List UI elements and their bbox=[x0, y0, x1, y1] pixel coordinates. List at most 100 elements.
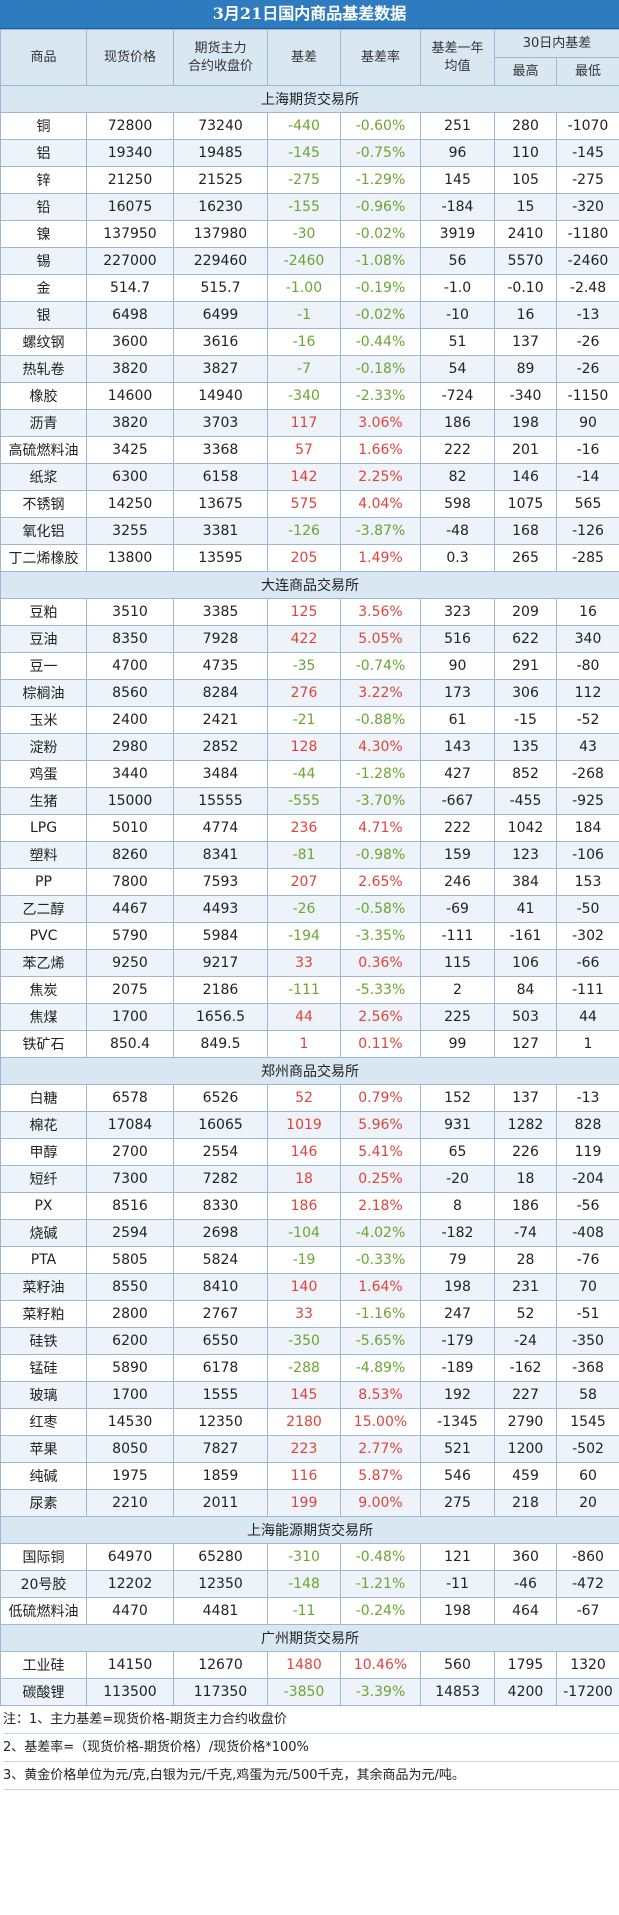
basis-rate: 4.71% bbox=[340, 814, 421, 842]
high-30d: -15 bbox=[494, 706, 557, 734]
table-row: 玻璃 1700 1555 145 8.53% 192 227 58 bbox=[0, 1381, 619, 1409]
section-title: 大连商品交易所 bbox=[0, 571, 619, 599]
high-30d: 265 bbox=[494, 544, 557, 572]
table-row: 苹果 8050 7827 223 2.77% 521 1200 -502 bbox=[0, 1435, 619, 1463]
year-avg: 427 bbox=[420, 760, 495, 788]
basis-rate: 8.53% bbox=[340, 1381, 421, 1409]
year-avg: 222 bbox=[420, 814, 495, 842]
basis: -44 bbox=[267, 760, 341, 788]
table-row: 20号胶 12202 12350 -148 -1.21% -11 -46 -472 bbox=[0, 1570, 619, 1598]
table-row: 螺纹钢 3600 3616 -16 -0.44% 51 137 -26 bbox=[0, 328, 619, 356]
commodity-name: 氧化铝 bbox=[0, 517, 87, 545]
basis: 223 bbox=[267, 1435, 341, 1463]
basis-rate: -0.19% bbox=[340, 274, 421, 302]
commodity-name: PX bbox=[0, 1192, 87, 1220]
table-row: 红枣 14530 12350 2180 15.00% -1345 2790 1545 bbox=[0, 1408, 619, 1436]
high-30d: 1075 bbox=[494, 490, 557, 518]
high-30d: 137 bbox=[494, 328, 557, 356]
year-avg: 61 bbox=[420, 706, 495, 734]
commodity-name: 硅铁 bbox=[0, 1327, 87, 1355]
basis: 44 bbox=[267, 1003, 341, 1031]
low-30d: 153 bbox=[555, 868, 619, 896]
year-avg: 8 bbox=[420, 1192, 495, 1220]
commodity-name: 苹果 bbox=[0, 1435, 87, 1463]
high-30d: 84 bbox=[494, 976, 557, 1004]
basis-rate: -0.58% bbox=[340, 895, 421, 923]
year-avg: 931 bbox=[420, 1111, 495, 1139]
basis: 140 bbox=[267, 1273, 341, 1301]
basis-rate: 2.56% bbox=[340, 1003, 421, 1031]
low-30d: -408 bbox=[555, 1219, 619, 1247]
spot-price: 13800 bbox=[86, 544, 174, 572]
spot-price: 3510 bbox=[86, 598, 174, 626]
high-30d: 291 bbox=[494, 652, 557, 680]
basis-rate: 5.05% bbox=[340, 625, 421, 653]
year-avg: 246 bbox=[420, 868, 495, 896]
table-row: 高硫燃料油 3425 3368 57 1.66% 222 201 -16 bbox=[0, 436, 619, 464]
year-avg: -189 bbox=[420, 1354, 495, 1382]
high-30d: 106 bbox=[494, 949, 557, 977]
commodity-name: 烧碱 bbox=[0, 1219, 87, 1247]
basis: 205 bbox=[267, 544, 341, 572]
basis-rate: -0.60% bbox=[340, 112, 421, 140]
table-row: 橡胶 14600 14940 -340 -2.33% -724 -340 -1150 bbox=[0, 382, 619, 410]
spot-price: 3440 bbox=[86, 760, 174, 788]
spot-price: 9250 bbox=[86, 949, 174, 977]
basis-rate: 3.56% bbox=[340, 598, 421, 626]
high-30d: 4200 bbox=[494, 1678, 557, 1706]
table-body: 上海期货交易所铜 72800 73240 -440 -0.60% 251 280 -1070 铝… bbox=[0, 85, 619, 1706]
spot-price: 2980 bbox=[86, 733, 174, 761]
high-30d: 231 bbox=[494, 1273, 557, 1301]
basis-rate: -0.96% bbox=[340, 193, 421, 221]
table-row: 鸡蛋 3440 3484 -44 -1.28% 427 852 -268 bbox=[0, 760, 619, 788]
high-30d: 1795 bbox=[494, 1651, 557, 1679]
commodity-name: 玉米 bbox=[0, 706, 87, 734]
futures-price: 14940 bbox=[173, 382, 268, 410]
year-avg: -69 bbox=[420, 895, 495, 923]
table-row: 硅铁 6200 6550 -350 -5.65% -179 -24 -350 bbox=[0, 1327, 619, 1355]
spot-price: 3820 bbox=[86, 355, 174, 383]
basis: -1.00 bbox=[267, 274, 341, 302]
table-row: 淀粉 2980 2852 128 4.30% 143 135 43 bbox=[0, 733, 619, 761]
year-avg: 3919 bbox=[420, 220, 495, 248]
spot-price: 64970 bbox=[86, 1543, 174, 1571]
year-avg: 247 bbox=[420, 1300, 495, 1328]
futures-price: 8341 bbox=[173, 841, 268, 869]
low-30d: -502 bbox=[555, 1435, 619, 1463]
basis-rate: -1.29% bbox=[340, 166, 421, 194]
futures-price: 515.7 bbox=[173, 274, 268, 302]
spot-price: 5890 bbox=[86, 1354, 174, 1382]
high-30d: -455 bbox=[494, 787, 557, 815]
basis: -2460 bbox=[267, 247, 341, 275]
high-30d: 146 bbox=[494, 463, 557, 491]
commodity-name: 鸡蛋 bbox=[0, 760, 87, 788]
commodity-name: 尿素 bbox=[0, 1489, 87, 1517]
basis-rate: 1.64% bbox=[340, 1273, 421, 1301]
low-30d: 90 bbox=[555, 409, 619, 437]
spot-price: 8516 bbox=[86, 1192, 174, 1220]
year-avg: 121 bbox=[420, 1543, 495, 1571]
commodity-name: 国际铜 bbox=[0, 1543, 87, 1571]
commodity-name: PVC bbox=[0, 922, 87, 950]
low-30d: 70 bbox=[555, 1273, 619, 1301]
high-30d: 218 bbox=[494, 1489, 557, 1517]
year-avg: 186 bbox=[420, 409, 495, 437]
year-avg: 159 bbox=[420, 841, 495, 869]
section-title: 上海能源期货交易所 bbox=[0, 1516, 619, 1544]
futures-price: 4735 bbox=[173, 652, 268, 680]
table-row: PTA 5805 5824 -19 -0.33% 79 28 -76 bbox=[0, 1246, 619, 1274]
commodity-name: 橡胶 bbox=[0, 382, 87, 410]
year-avg: 521 bbox=[420, 1435, 495, 1463]
year-avg: 79 bbox=[420, 1246, 495, 1274]
futures-price: 2698 bbox=[173, 1219, 268, 1247]
futures-price: 8330 bbox=[173, 1192, 268, 1220]
spot-price: 2800 bbox=[86, 1300, 174, 1328]
commodity-name: 棕榈油 bbox=[0, 679, 87, 707]
year-avg: 546 bbox=[420, 1462, 495, 1490]
futures-price: 2011 bbox=[173, 1489, 268, 1517]
spot-price: 6578 bbox=[86, 1084, 174, 1112]
high-30d: 89 bbox=[494, 355, 557, 383]
year-avg: 90 bbox=[420, 652, 495, 680]
futures-price: 4493 bbox=[173, 895, 268, 923]
year-avg: 51 bbox=[420, 328, 495, 356]
